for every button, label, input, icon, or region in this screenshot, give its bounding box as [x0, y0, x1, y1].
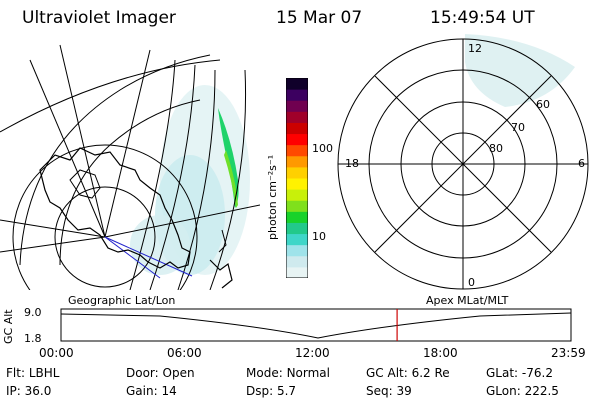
- timeline-ymax: 9.0: [24, 306, 42, 319]
- geographic-map: [0, 44, 260, 290]
- colorbar-cell: [286, 189, 308, 201]
- info-field-label: GLon:: [486, 384, 525, 398]
- info-field-label: GLat:: [486, 366, 522, 380]
- time-label: 15:49:54 UT: [430, 8, 535, 28]
- colorbar-tick-10: 10: [312, 230, 326, 243]
- colorbar-cell: [286, 178, 308, 190]
- colorbar-cell: [286, 166, 308, 179]
- timeline-tick-label: 23:59: [551, 346, 586, 360]
- info-field-value: Normal: [286, 366, 330, 380]
- timeline-tick-label: 18:00: [423, 346, 458, 360]
- info-field: Dsp: 5.7: [246, 384, 296, 398]
- polar-mlt-plot: [337, 34, 589, 290]
- apex-caption: Apex MLat/MLT: [426, 294, 509, 307]
- lat-circle: [0, 59, 221, 133]
- pole-circle: [54, 186, 156, 288]
- colorbar-cell: [286, 133, 308, 146]
- lat-circle: [19, 54, 211, 266]
- mlt-label-6: 6: [578, 157, 585, 170]
- info-field-value: LBHL: [28, 366, 60, 380]
- mlt-label-18: 18: [345, 157, 359, 170]
- mlt-label-12: 12: [468, 42, 482, 55]
- colorbar-cell: [286, 222, 308, 235]
- colorbar-cell: [286, 244, 308, 257]
- info-field: IP: 36.0: [6, 384, 51, 398]
- colorbar-cell: [286, 255, 308, 268]
- colorbar-cell: [286, 233, 308, 246]
- colorbar-cell: [286, 144, 308, 157]
- colorbar-cell: [286, 89, 308, 101]
- mlat-ring-label: 70: [511, 121, 525, 134]
- colorbar-cell: [286, 122, 308, 135]
- info-field: Flt: LBHL: [6, 366, 59, 380]
- colorbar-cell: [286, 78, 308, 90]
- info-field-value: -76.2: [521, 366, 553, 380]
- colorbar-tick-100: 100: [312, 142, 333, 155]
- info-field: Mode: Normal: [246, 366, 330, 380]
- timeline-tick-label: 12:00: [295, 346, 330, 360]
- colorbar-cell: [286, 111, 308, 123]
- timeline-ylabel: GC Alt: [2, 309, 15, 344]
- coastline: [39, 147, 191, 269]
- info-field-label: Dsp:: [246, 384, 277, 398]
- colorbar-unit: photon cm⁻²s⁻¹: [266, 154, 279, 240]
- mlat-ring-label: 80: [489, 142, 503, 155]
- altitude-timeline: [60, 308, 572, 342]
- info-field-value: 6.2 Re: [411, 366, 450, 380]
- colorbar-cell: [286, 155, 308, 168]
- aurora-haze: [130, 85, 250, 275]
- timeline-tick-label: 06:00: [167, 346, 202, 360]
- info-field-value: 36.0: [24, 384, 52, 398]
- mlat-ring-label: 60: [536, 98, 550, 111]
- colorbar-cell: [286, 100, 308, 112]
- info-field-label: Gain:: [126, 384, 162, 398]
- info-field-label: IP:: [6, 384, 25, 398]
- info-field: GLon: 222.5: [486, 384, 559, 398]
- info-field: GLat: -76.2: [486, 366, 553, 380]
- info-field-value: 222.5: [524, 384, 559, 398]
- outer-lat-circle: [12, 144, 198, 290]
- colorbar-cell: [286, 200, 308, 212]
- mlt-label-0: 0: [468, 276, 475, 289]
- info-field-value: Open: [162, 366, 195, 380]
- info-field: GC Alt: 6.2 Re: [366, 366, 450, 380]
- info-field-label: GC Alt:: [366, 366, 412, 380]
- info-field: Door: Open: [126, 366, 195, 380]
- info-field-value: 5.7: [276, 384, 297, 398]
- date-label: 15 Mar 07: [276, 8, 363, 28]
- info-field-value: 39: [396, 384, 412, 398]
- timeline-ymin: 1.8: [24, 332, 42, 345]
- info-field-value: 14: [161, 384, 177, 398]
- geographic-caption: Geographic Lat/Lon: [68, 294, 176, 307]
- instrument-title: Ultraviolet Imager: [22, 8, 176, 28]
- info-field: Gain: 14: [126, 384, 177, 398]
- timeline-tick-label: 00:00: [39, 346, 74, 360]
- info-field-label: Mode:: [246, 366, 287, 380]
- color-scale-bar: [286, 78, 308, 278]
- info-field-label: Door:: [126, 366, 163, 380]
- info-field: Seq: 39: [366, 384, 412, 398]
- info-field-label: Seq:: [366, 384, 397, 398]
- colorbar-cell: [286, 211, 308, 223]
- info-field-label: Flt:: [6, 366, 29, 380]
- colorbar-cell: [286, 266, 308, 278]
